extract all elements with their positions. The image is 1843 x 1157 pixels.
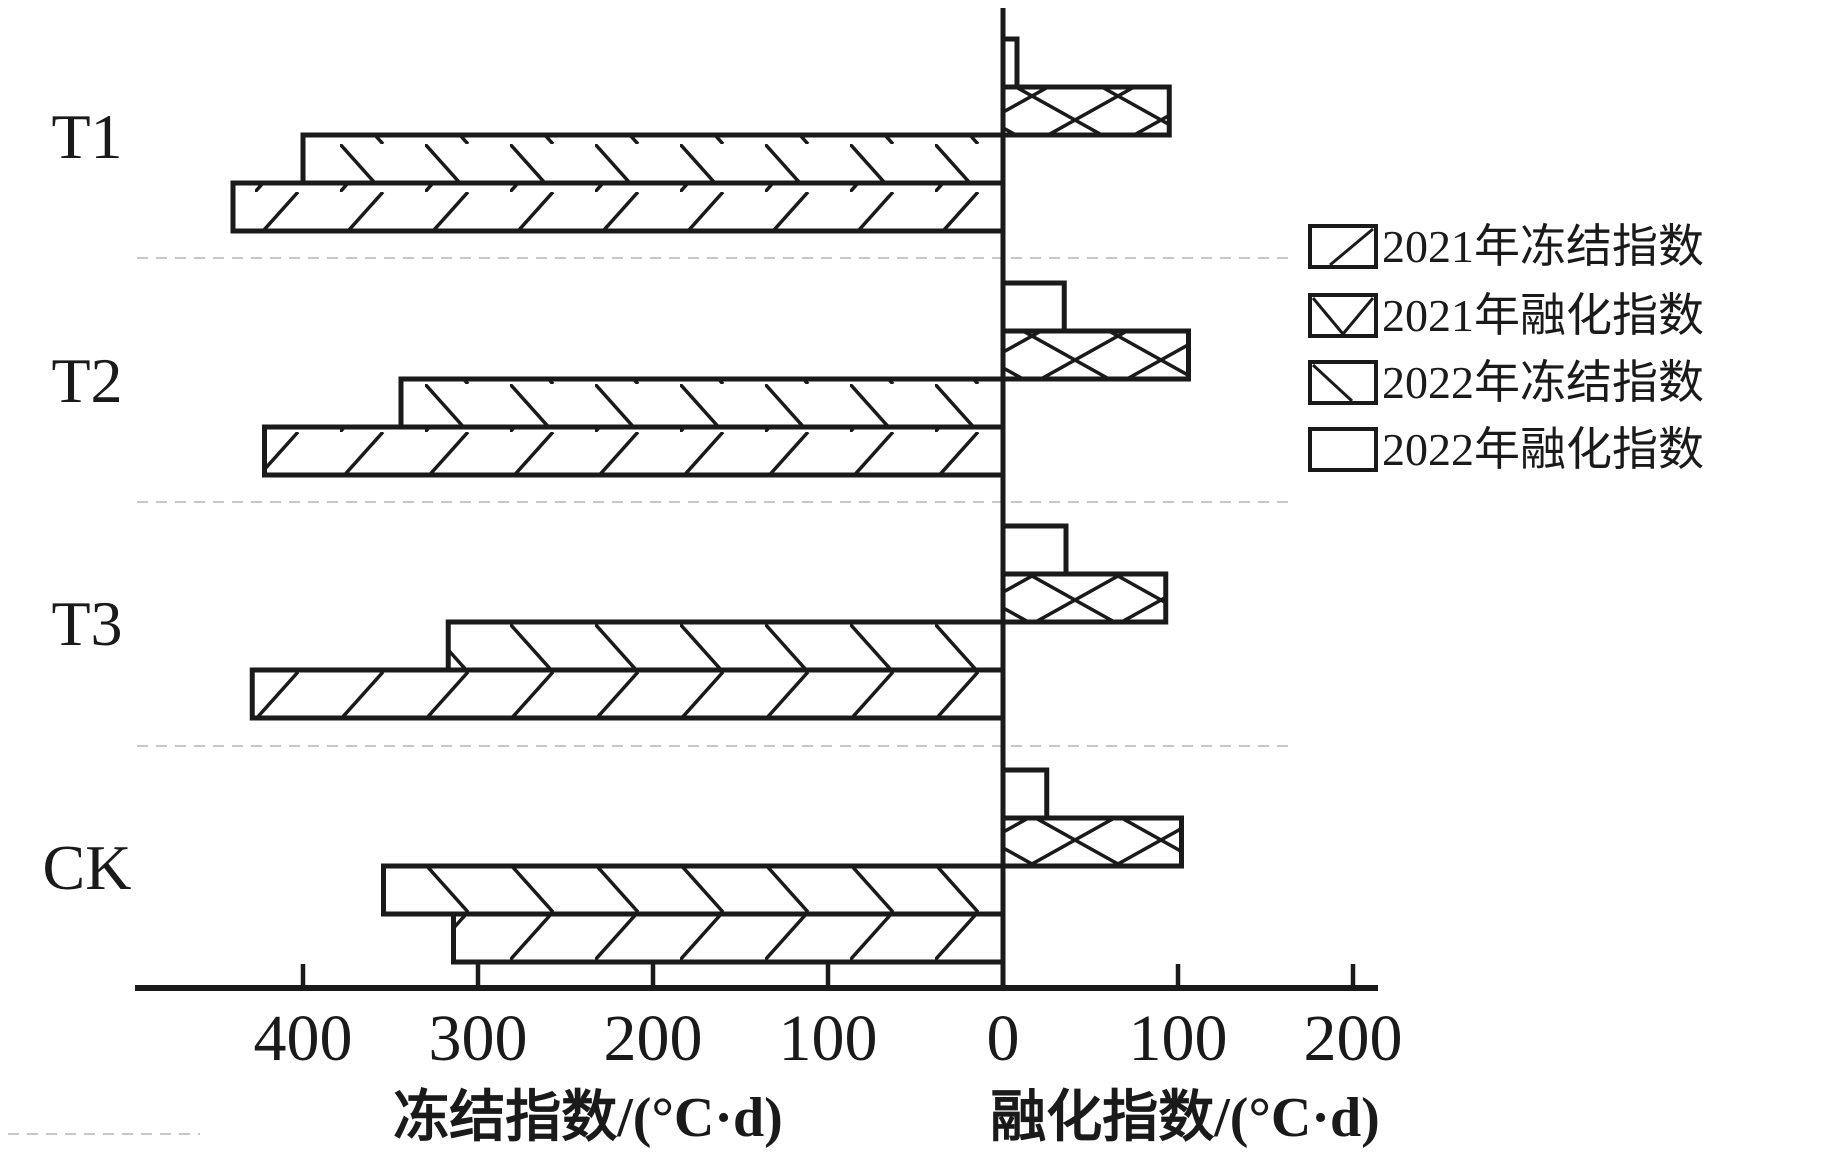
legend-swatch-backslash [1308, 360, 1378, 405]
bar-T3-slash-left [249, 667, 1006, 721]
bar-T2-plain-right [1000, 280, 1067, 334]
category-labels: T1 T2 T3 CK [43, 101, 132, 903]
legend-label-3: 2022年融化指数 [1382, 424, 1704, 475]
axis-title-right: 融化指数/(°C·d) [990, 1087, 1380, 1149]
bar-CK-crosshatch-right [1000, 815, 1184, 869]
category-label-CK: CK [43, 832, 132, 903]
bar-T3-crosshatch-right [1000, 571, 1169, 625]
legend: 2021年冻结指数 2021年融化指数 2022年冻结指数 2022年融化指数 [1308, 221, 1704, 475]
tick-label-left-400: 400 [254, 1002, 353, 1075]
legend-swatch-slash [1308, 224, 1378, 269]
bar-group-T3 [249, 523, 1169, 721]
bar-T2-backslash-left [398, 376, 1006, 430]
tick-label-left-100: 100 [779, 1002, 878, 1075]
legend-label-1: 2021年融化指数 [1382, 290, 1704, 341]
tick-label-left-300: 300 [429, 1002, 528, 1075]
bar-CK-slash-left [451, 911, 1006, 965]
bar-group-T2 [262, 280, 1191, 478]
bar-T2-crosshatch-right [1000, 328, 1191, 382]
category-label-T3: T3 [51, 588, 122, 659]
bar-T1-crosshatch-right [1000, 84, 1172, 138]
tick-label-left-0: 0 [987, 1002, 1020, 1075]
legend-swatch-plain [1308, 427, 1378, 472]
legend-item-2: 2022年冻结指数 [1308, 357, 1704, 408]
bar-group-T1 [230, 36, 1172, 234]
gridlines [8, 257, 1295, 1135]
bar-group-CK [381, 767, 1184, 965]
legend-label-0: 2021年冻结指数 [1382, 221, 1704, 272]
bar-T1-slash-left [230, 180, 1006, 234]
axis-tick-labels: 400 300 200 100 0 100 200 [254, 1002, 1403, 1075]
bar-CK-backslash-left [381, 863, 1006, 917]
bar-T3-plain-right [1000, 523, 1069, 577]
category-label-T1: T1 [51, 101, 122, 172]
tick-label-left-200: 200 [604, 1002, 703, 1075]
category-label-T2: T2 [51, 345, 122, 416]
legend-item-0: 2021年冻结指数 [1308, 221, 1704, 272]
axis-title-left: 冻结指数/(°C·d) [393, 1087, 783, 1149]
legend-item-3: 2022年融化指数 [1308, 424, 1704, 475]
axis-ticks [300, 964, 1356, 985]
bars [230, 36, 1191, 965]
bar-T3-backslash-left [445, 619, 1006, 673]
bar-T2-slash-left [262, 424, 1006, 478]
bar-CK-plain-right [1000, 767, 1050, 821]
bar-T1-backslash-left [300, 132, 1006, 186]
tick-label-right-200: 200 [1304, 1002, 1403, 1075]
legend-label-2: 2022年冻结指数 [1382, 357, 1704, 408]
legend-item-1: 2021年融化指数 [1308, 290, 1704, 341]
legend-swatch-crosshatch [1308, 293, 1378, 338]
tick-label-right-100: 100 [1129, 1002, 1228, 1075]
